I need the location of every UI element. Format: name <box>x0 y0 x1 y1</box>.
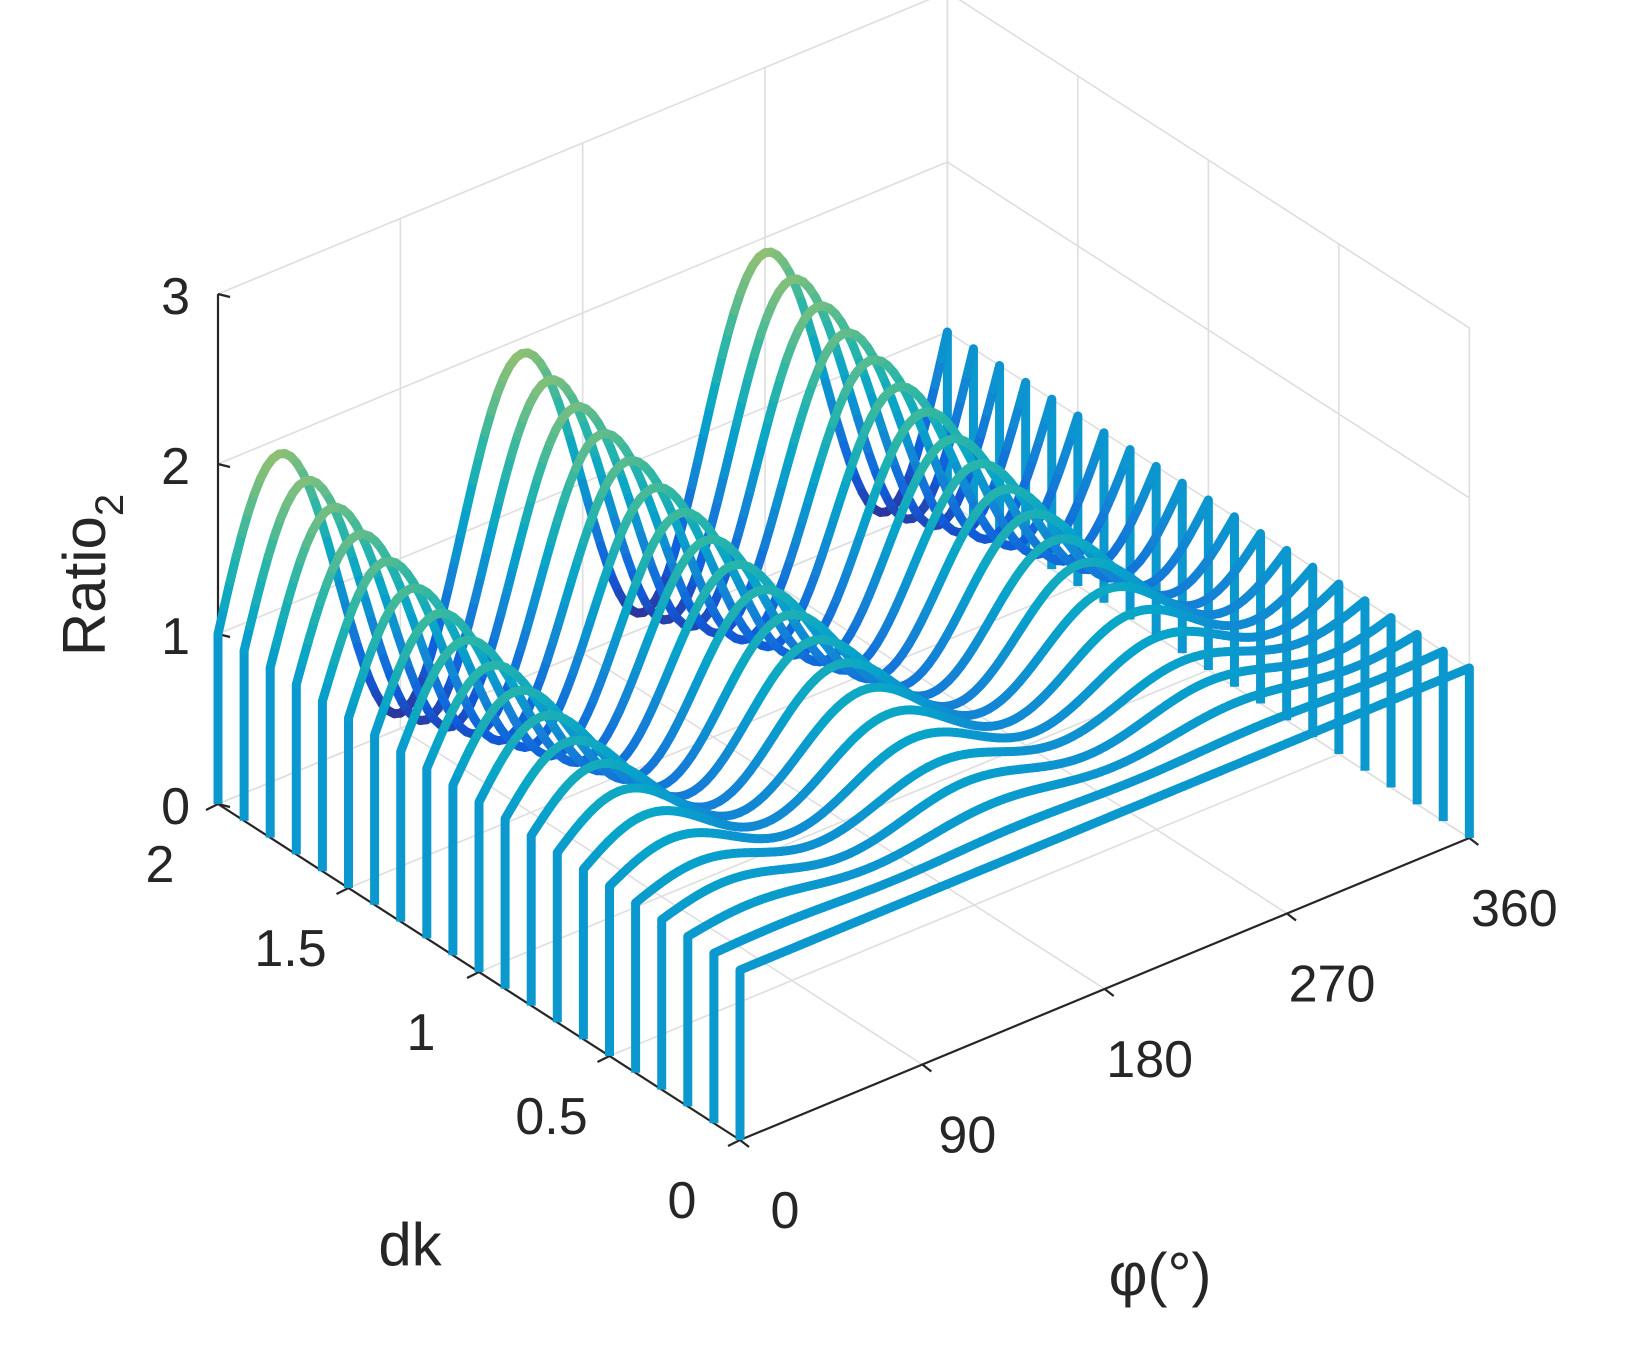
series-group <box>291 328 1031 855</box>
labels-layer: φ(°) dk Ratio2 <box>51 494 1211 1308</box>
x-tick-label: 0 <box>771 1182 800 1240</box>
z-axis-label-base: Ratio <box>51 516 118 656</box>
series-group <box>657 613 1396 1090</box>
series-group <box>317 355 1057 872</box>
series-segment <box>213 602 229 639</box>
z-tick <box>217 802 231 809</box>
series-group <box>578 562 1318 1040</box>
series-segment <box>1302 562 1318 579</box>
series-segment <box>1015 377 1031 409</box>
x-tick <box>1104 988 1115 997</box>
series-layer <box>213 247 1474 1140</box>
x-tick <box>739 1139 750 1148</box>
y-tick <box>336 887 349 895</box>
series-segment <box>1406 629 1422 643</box>
series-segment <box>1328 579 1344 595</box>
z-tick-label: 1 <box>161 608 190 666</box>
z-tick <box>217 292 231 299</box>
series-segment <box>1354 596 1370 611</box>
grid-line <box>958 0 1470 329</box>
x-tick-label: 360 <box>1471 880 1558 938</box>
grid-line <box>348 585 1079 889</box>
series-segment <box>1380 613 1396 627</box>
series-segment <box>693 428 709 464</box>
z-tick-label: 0 <box>161 778 190 836</box>
z-tick-label: 2 <box>161 438 190 496</box>
series-group <box>552 545 1292 1023</box>
grid-line <box>217 0 931 295</box>
z-axis-label-subscript: 2 <box>88 494 132 516</box>
series-group <box>735 663 1474 1140</box>
series-segment <box>1119 445 1135 470</box>
series-group <box>683 629 1422 1107</box>
series-group <box>448 478 1187 956</box>
series-segment <box>1093 428 1109 455</box>
series-segment <box>1145 461 1161 486</box>
x-tick-label: 270 <box>1289 955 1376 1013</box>
series-group <box>709 646 1448 1124</box>
y-tick <box>597 1055 610 1063</box>
x-tick <box>1286 912 1297 922</box>
y-tick-label: 1 <box>407 1004 436 1062</box>
series-segment <box>1041 394 1057 424</box>
grid-line <box>478 669 1209 973</box>
y-axis-label: dk <box>378 1211 442 1278</box>
series-segment <box>1276 545 1292 563</box>
x-tick <box>921 1063 933 1073</box>
grid-line <box>609 753 1340 1057</box>
z-axis-label: Ratio2 <box>51 494 132 656</box>
z-tick-label: 3 <box>161 268 190 326</box>
x-tick-label: 90 <box>938 1106 996 1164</box>
series-segment <box>1067 411 1083 440</box>
grid-line <box>946 161 1470 499</box>
y-tick-label: 1.5 <box>254 920 326 978</box>
series-segment <box>1249 529 1266 548</box>
series-segment <box>988 361 1005 394</box>
series-segment <box>1197 495 1213 517</box>
x-axis-line <box>739 836 1470 1142</box>
y-tick <box>205 803 219 811</box>
series-segment <box>1171 478 1187 501</box>
series-group <box>631 596 1370 1073</box>
series-segment <box>1223 512 1239 532</box>
x-tick <box>1468 837 1480 846</box>
series-segment <box>1458 663 1474 675</box>
grid-line <box>217 161 948 465</box>
series-segment <box>1432 646 1448 659</box>
z-tick <box>217 462 231 469</box>
series-segment <box>936 327 952 364</box>
y-tick-label: 0.5 <box>515 1088 587 1146</box>
x-tick-label: 180 <box>1106 1031 1193 1089</box>
y-tick <box>727 1139 741 1147</box>
x-axis-label: φ(°) <box>1109 1241 1212 1308</box>
y-tick-label: 0 <box>668 1172 697 1230</box>
y-tick <box>466 971 480 979</box>
y-tick-label: 2 <box>146 836 175 894</box>
series-segment <box>450 528 466 565</box>
series-segment <box>962 344 978 379</box>
series-segment <box>456 502 472 538</box>
series-segment <box>699 401 715 438</box>
